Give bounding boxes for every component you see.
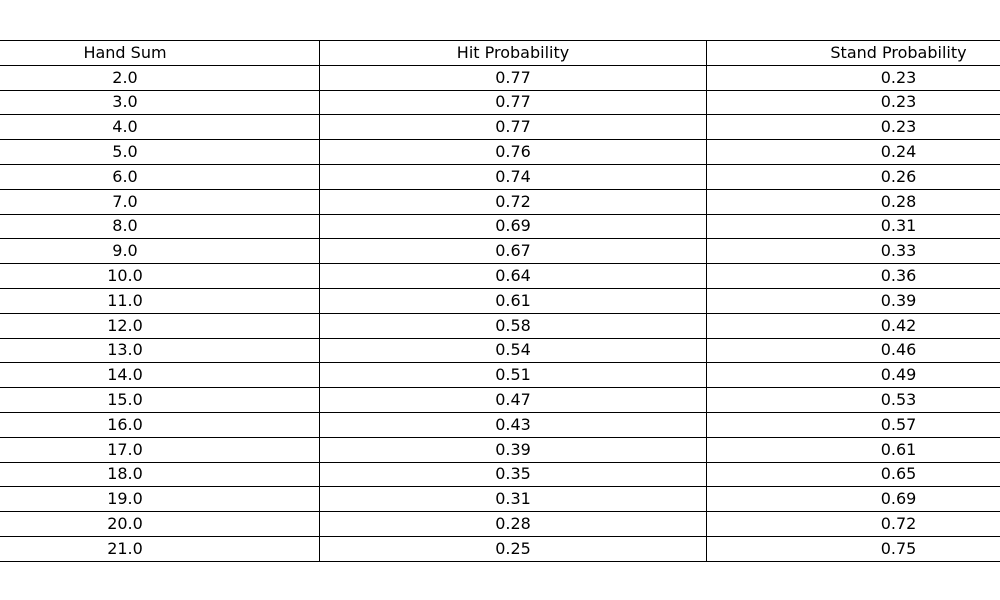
hit-probability-cell: 0.43 — [319, 411, 707, 438]
hand-sum-cell: 20.0 — [0, 511, 320, 537]
hit-probability-cell: 0.25 — [319, 535, 707, 562]
hit-probability-cell: 0.28 — [319, 511, 707, 537]
stand-probability-cell: 0.23 — [706, 64, 1000, 91]
hit-probability-cell: 0.77 — [319, 89, 707, 116]
hand-sum-cell: 14.0 — [0, 362, 320, 389]
table-row: 8.0 0.69 0.31 — [0, 213, 1000, 240]
hand-sum-cell: 19.0 — [0, 486, 320, 513]
hit-probability-cell: 0.76 — [319, 139, 707, 165]
hand-sum-cell: 4.0 — [0, 114, 320, 141]
stand-probability-cell: 0.23 — [706, 89, 1000, 116]
table-row: 11.0 0.61 0.39 — [0, 287, 1000, 314]
hand-sum-cell: 13.0 — [0, 337, 320, 364]
table-row: 21.0 0.25 0.75 — [0, 535, 1000, 562]
stand-probability-cell: 0.46 — [706, 337, 1000, 364]
hand-sum-cell: 5.0 — [0, 139, 320, 165]
hand-sum-cell: 9.0 — [0, 238, 320, 265]
hit-probability-cell: 0.31 — [319, 486, 707, 513]
table-row: 18.0 0.35 0.65 — [0, 461, 1000, 488]
hit-probability-cell: 0.69 — [319, 213, 707, 240]
table-row: 4.0 0.77 0.23 — [0, 114, 1000, 141]
stand-probability-cell: 0.53 — [706, 387, 1000, 413]
stand-probability-cell: 0.39 — [706, 287, 1000, 314]
table-row: 3.0 0.77 0.23 — [0, 89, 1000, 116]
table-row: 5.0 0.76 0.24 — [0, 139, 1000, 165]
hit-probability-cell: 0.58 — [319, 312, 707, 339]
stand-probability-cell: 0.61 — [706, 436, 1000, 463]
stand-probability-cell: 0.75 — [706, 535, 1000, 562]
hand-sum-cell: 17.0 — [0, 436, 320, 463]
hit-probability-cell: 0.67 — [319, 238, 707, 265]
hand-sum-cell: 15.0 — [0, 387, 320, 413]
stand-probability-cell: 0.65 — [706, 461, 1000, 488]
stand-probability-cell: 0.26 — [706, 163, 1000, 190]
table-row: 12.0 0.58 0.42 — [0, 312, 1000, 339]
data-table-container: Hand Sum Hit Probability Stand Probabili… — [0, 40, 1000, 562]
hand-sum-cell: 8.0 — [0, 213, 320, 240]
stand-probability-cell: 0.31 — [706, 213, 1000, 240]
stand-probability-cell: 0.69 — [706, 486, 1000, 513]
hand-sum-cell: 11.0 — [0, 287, 320, 314]
table-row: 2.0 0.77 0.23 — [0, 64, 1000, 91]
hit-probability-cell: 0.47 — [319, 387, 707, 413]
table-row: 7.0 0.72 0.28 — [0, 188, 1000, 215]
hit-probability-cell: 0.54 — [319, 337, 707, 364]
hand-sum-cell: 18.0 — [0, 461, 320, 488]
header-cell-hand-sum: Hand Sum — [0, 40, 320, 66]
header-cell-hit-probability: Hit Probability — [319, 40, 707, 66]
stand-probability-cell: 0.23 — [706, 114, 1000, 141]
stand-probability-cell: 0.28 — [706, 188, 1000, 215]
table-row: 16.0 0.43 0.57 — [0, 411, 1000, 438]
hit-probability-cell: 0.64 — [319, 263, 707, 289]
table-body: 2.0 0.77 0.23 3.0 0.77 0.23 4.0 0.77 0.23 5.0 0.76… — [0, 64, 1000, 562]
stand-probability-cell: 0.57 — [706, 411, 1000, 438]
table-row: 10.0 0.64 0.36 — [0, 263, 1000, 289]
table-row: 20.0 0.28 0.72 — [0, 511, 1000, 537]
table-row: 6.0 0.74 0.26 — [0, 163, 1000, 190]
hand-sum-cell: 10.0 — [0, 263, 320, 289]
probability-table: Hand Sum Hit Probability Stand Probabili… — [0, 40, 1000, 562]
hand-sum-cell: 6.0 — [0, 163, 320, 190]
table-row: 15.0 0.47 0.53 — [0, 387, 1000, 413]
hand-sum-cell: 2.0 — [0, 64, 320, 91]
table-row: 17.0 0.39 0.61 — [0, 436, 1000, 463]
stand-probability-cell: 0.72 — [706, 511, 1000, 537]
hand-sum-cell: 12.0 — [0, 312, 320, 339]
header-row: Hand Sum Hit Probability Stand Probabili… — [0, 40, 1000, 66]
table-row: 9.0 0.67 0.33 — [0, 238, 1000, 265]
stand-probability-cell: 0.24 — [706, 139, 1000, 165]
table-row: 19.0 0.31 0.69 — [0, 486, 1000, 513]
stand-probability-cell: 0.42 — [706, 312, 1000, 339]
hit-probability-cell: 0.39 — [319, 436, 707, 463]
hand-sum-cell: 3.0 — [0, 89, 320, 116]
hit-probability-cell: 0.61 — [319, 287, 707, 314]
stand-probability-cell: 0.49 — [706, 362, 1000, 389]
hand-sum-cell: 16.0 — [0, 411, 320, 438]
hand-sum-cell: 21.0 — [0, 535, 320, 562]
hand-sum-cell: 7.0 — [0, 188, 320, 215]
stand-probability-cell: 0.36 — [706, 263, 1000, 289]
header-cell-stand-probability: Stand Probability — [706, 40, 1000, 66]
stand-probability-cell: 0.33 — [706, 238, 1000, 265]
hit-probability-cell: 0.77 — [319, 64, 707, 91]
table-row: 14.0 0.51 0.49 — [0, 362, 1000, 389]
hit-probability-cell: 0.74 — [319, 163, 707, 190]
table-row: 13.0 0.54 0.46 — [0, 337, 1000, 364]
hit-probability-cell: 0.72 — [319, 188, 707, 215]
hit-probability-cell: 0.35 — [319, 461, 707, 488]
hit-probability-cell: 0.51 — [319, 362, 707, 389]
hit-probability-cell: 0.77 — [319, 114, 707, 141]
